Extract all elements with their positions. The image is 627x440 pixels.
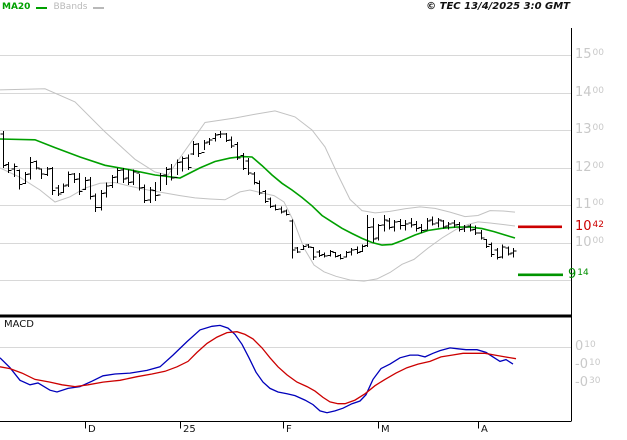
- price-axis-label: 914: [568, 267, 589, 282]
- copyright-timestamp: © TEC 13/4/2025 3:0 GMT: [426, 1, 570, 12]
- ma20-legend-line-icon: [36, 6, 48, 9]
- price-axis-label: 1300: [575, 122, 604, 137]
- macd-panel-title: MACD: [4, 319, 34, 330]
- macd-axis-label: -030: [575, 375, 601, 390]
- x-axis-month-label: 25: [183, 424, 196, 435]
- ma20-line: [0, 138, 516, 246]
- price-axis-label: 1100: [575, 197, 604, 212]
- x-axis-month-label: M: [381, 424, 390, 435]
- price-axis-label: 1400: [575, 85, 604, 100]
- price-axis-label: 1000: [575, 235, 604, 250]
- macd-axis-label: 010: [575, 339, 596, 354]
- macd-line: [0, 324, 514, 414]
- ma20-legend-label: MA20: [2, 2, 31, 12]
- bb-upper-band: [0, 88, 516, 218]
- bb-lower-band: [0, 167, 516, 282]
- bbands-legend-line-icon: [93, 6, 105, 9]
- chart-legend: MA20 BBands: [2, 2, 106, 13]
- macd-axis-label: -010: [575, 357, 601, 372]
- signal-line: [0, 331, 517, 405]
- x-axis-month-label: D: [88, 424, 96, 435]
- bbands-legend-label: BBands: [53, 2, 88, 12]
- x-axis-month-label: F: [286, 424, 292, 435]
- x-axis-month-label: A: [481, 424, 488, 435]
- price-axis-label: 1500: [575, 47, 604, 62]
- price-axis-label: 1200: [575, 160, 604, 175]
- price-axis-label: 1042: [575, 219, 604, 234]
